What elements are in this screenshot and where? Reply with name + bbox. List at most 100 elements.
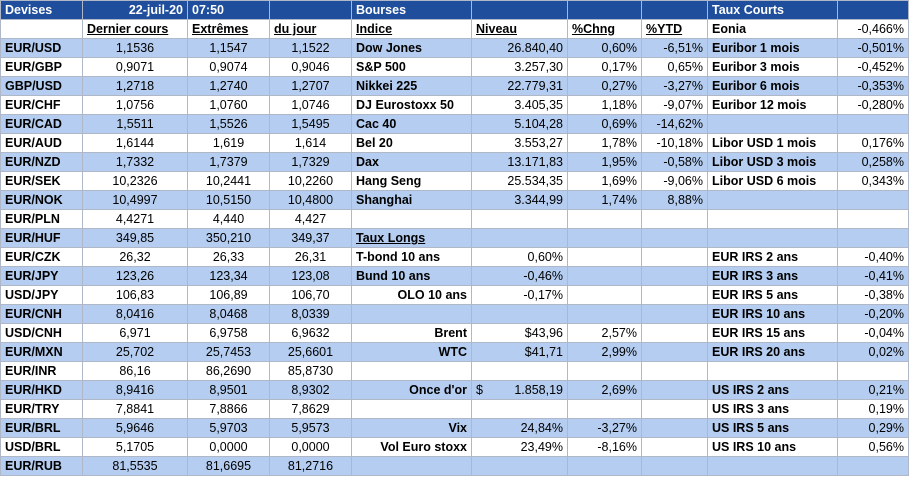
table-row: EUR/CAD 1,5511 1,5526 1,5495 Cac 40 5.104,28 0…: [0, 114, 909, 134]
fx-last: 8,0416: [82, 304, 188, 324]
index-ytd: 0,65%: [641, 57, 708, 77]
rate-name: EUR IRS 2 ans: [707, 247, 838, 267]
table-row: EUR/TRY 7,8841 7,8866 7,8629 US IRS 3 ans 0,1…: [0, 399, 909, 419]
subheader-empty: [0, 19, 83, 39]
fx-low: 123,08: [269, 266, 352, 286]
table-row: EUR/RUB 81,5535 81,6695 81,2716: [0, 456, 909, 476]
rate-value: 0,19%: [837, 399, 909, 419]
index-level: $1.858,19: [471, 380, 568, 400]
fx-low: 81,2716: [269, 456, 352, 476]
rate-value: 0,29%: [837, 418, 909, 438]
fx-low: 8,0339: [269, 304, 352, 324]
rate-value: [837, 228, 909, 248]
index-level: 3.344,99: [471, 190, 568, 210]
fx-last: 1,2718: [82, 76, 188, 96]
rate-value: -0,20%: [837, 304, 909, 324]
header-empty: [471, 0, 568, 20]
fx-high: 10,5150: [187, 190, 270, 210]
index-level: [471, 399, 568, 419]
fx-last: 0,9071: [82, 57, 188, 77]
index-ytd: [641, 209, 708, 229]
table-row: EUR/BRL 5,9646 5,9703 5,9573 Vix 24,84% -3,27%…: [0, 418, 909, 438]
fx-last: 81,5535: [82, 456, 188, 476]
index-name: Cac 40: [351, 114, 472, 134]
table-row: EUR/CHF 1,0756 1,0760 1,0746 DJ Eurostoxx 50…: [0, 95, 909, 115]
table-row: EUR/MXN 25,702 25,7453 25,6601 WTC $41,71 2,99…: [0, 342, 909, 362]
rate-name: Libor USD 3 mois: [707, 152, 838, 172]
fx-high: 4,440: [187, 209, 270, 229]
rate-name: [707, 228, 838, 248]
fx-high: 5,9703: [187, 418, 270, 438]
fx-low: 1,0746: [269, 95, 352, 115]
rate-value: 0,343%: [837, 171, 909, 191]
fx-pair: USD/BRL: [0, 437, 83, 457]
time-label: 07:50: [187, 0, 270, 20]
fx-high: 8,0468: [187, 304, 270, 324]
index-name: Nikkei 225: [351, 76, 472, 96]
index-level: [471, 209, 568, 229]
fx-low: 1,614: [269, 133, 352, 153]
date-label: 22-juil-20: [82, 0, 188, 20]
index-level: [471, 456, 568, 476]
index-chg: [567, 228, 642, 248]
fx-pair: EUR/PLN: [0, 209, 83, 229]
index-chg: [567, 456, 642, 476]
index-ytd: -0,58%: [641, 152, 708, 172]
devises-title: Devises: [0, 0, 83, 20]
fx-high: 1,5526: [187, 114, 270, 134]
fx-high: 10,2441: [187, 171, 270, 191]
bourses-title: Bourses: [351, 0, 472, 20]
header-empty: [641, 0, 708, 20]
fx-low: 25,6601: [269, 342, 352, 362]
index-chg: [567, 399, 642, 419]
rate-name: US IRS 3 ans: [707, 399, 838, 419]
index-level: 26.840,40: [471, 38, 568, 58]
index-name: [351, 456, 472, 476]
index-chg: [567, 247, 642, 267]
index-ytd: [641, 361, 708, 381]
index-chg: [567, 209, 642, 229]
fx-last: 4,4271: [82, 209, 188, 229]
col-indice: Indice: [351, 19, 472, 39]
fx-last: 26,32: [82, 247, 188, 267]
fx-pair: EUR/RUB: [0, 456, 83, 476]
index-ytd: [641, 247, 708, 267]
index-name: Shanghai: [351, 190, 472, 210]
rate-value: -0,41%: [837, 266, 909, 286]
rate-value: 0,56%: [837, 437, 909, 457]
rate-value: -0,280%: [837, 95, 909, 115]
rate-name: EUR IRS 3 ans: [707, 266, 838, 286]
index-level: 5.104,28: [471, 114, 568, 134]
fx-pair: EUR/HUF: [0, 228, 83, 248]
fx-pair: EUR/NZD: [0, 152, 83, 172]
col-dernier-cours: Dernier cours: [82, 19, 188, 39]
table-row: USD/CNH 6,971 6,9758 6,9632 Brent $43,96 2,57%…: [0, 323, 909, 343]
index-chg: [567, 266, 642, 286]
fx-high: 1,0760: [187, 95, 270, 115]
index-level: -0,17%: [471, 285, 568, 305]
index-level: 13.171,83: [471, 152, 568, 172]
rate-name: [707, 114, 838, 134]
fx-low: 1,1522: [269, 38, 352, 58]
eonia-value: -0,466%: [837, 19, 909, 39]
index-level: 3.257,30: [471, 57, 568, 77]
index-chg: 0,69%: [567, 114, 642, 134]
rate-value: 0,258%: [837, 152, 909, 172]
fx-high: 25,7453: [187, 342, 270, 362]
header-empty: [837, 0, 909, 20]
fx-low: 85,8730: [269, 361, 352, 381]
col-pct-chng: %Chng: [567, 19, 642, 39]
index-name: Vix: [351, 418, 472, 438]
index-level: 25.534,35: [471, 171, 568, 191]
index-level: 22.779,31: [471, 76, 568, 96]
col-niveau: Niveau: [471, 19, 568, 39]
rate-name: US IRS 5 ans: [707, 418, 838, 438]
table-row: EUR/PLN 4,4271 4,440 4,427: [0, 209, 909, 229]
gold-level: 1.858,19: [514, 383, 563, 397]
index-name: [351, 304, 472, 324]
fx-last: 8,9416: [82, 380, 188, 400]
rate-value: [837, 209, 909, 229]
index-name: Brent: [351, 323, 472, 343]
index-chg: 0,17%: [567, 57, 642, 77]
